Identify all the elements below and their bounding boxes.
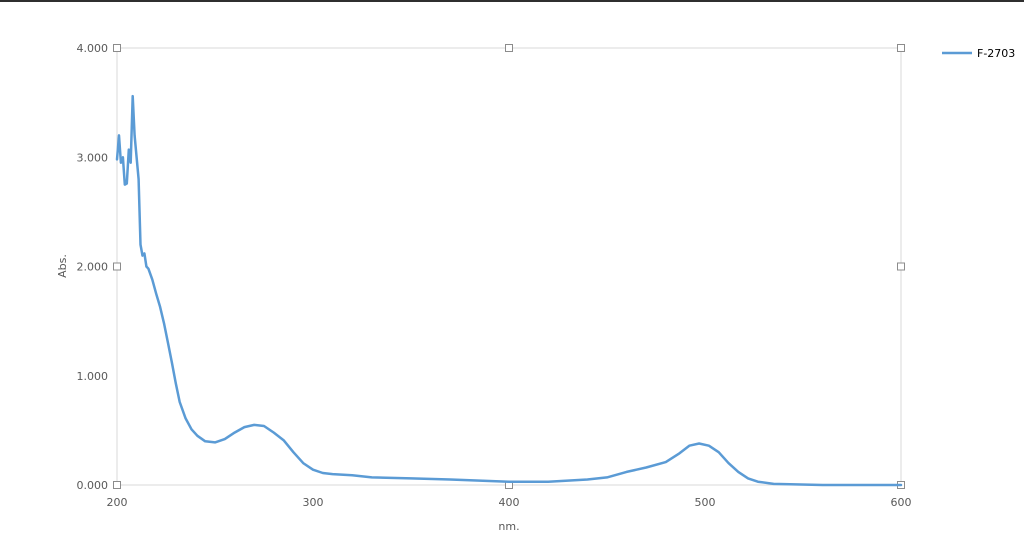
y-tick-label: 1.000 [77,370,109,383]
selection-handle[interactable] [113,44,121,52]
window-top-border [0,0,1024,2]
series-layer [115,94,903,487]
selection-handle[interactable] [113,262,121,271]
x-axis-title: nm. [498,520,519,533]
selection-handle[interactable] [505,44,513,52]
x-tick-label: 500 [695,496,716,509]
x-tick-label: 400 [499,496,520,509]
x-tick-label: 300 [303,496,324,509]
y-tick-label: 2.000 [77,261,109,274]
y-axis-title: Abs. [56,254,69,278]
x-tick-label: 200 [107,496,128,509]
selection-handles [113,44,905,489]
y-tick-label: 4.000 [77,42,109,55]
series-line[interactable] [115,94,903,487]
plot-area-border [116,47,902,486]
y-tick-label: 0.000 [77,479,109,492]
legend[interactable]: F-2703 [942,47,1015,60]
selection-handle[interactable] [897,262,905,271]
y-axis-ticks: 0.000 1.000 2.000 3.000 4.000 [77,42,109,492]
selection-handle[interactable] [113,481,121,489]
selection-handle[interactable] [897,44,905,52]
x-axis-ticks: 200 300 400 500 600 [107,496,912,509]
y-tick-label: 3.000 [77,151,109,164]
x-tick-label: 600 [891,496,912,509]
legend-label: F-2703 [977,47,1015,60]
